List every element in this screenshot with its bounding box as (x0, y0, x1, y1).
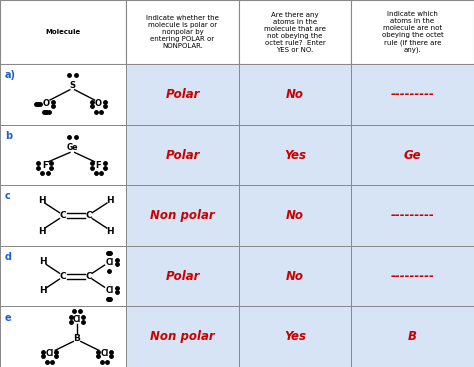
Bar (126, 246, 239, 306)
Text: Polar: Polar (165, 270, 200, 283)
Bar (239, 306, 351, 367)
Text: Polar: Polar (165, 149, 200, 161)
Text: Cl: Cl (46, 349, 54, 359)
Text: H: H (39, 286, 47, 295)
Text: B: B (73, 334, 81, 343)
Bar (351, 185, 474, 246)
Text: S: S (69, 81, 75, 90)
Text: Ge: Ge (403, 149, 421, 161)
Bar (239, 125, 351, 185)
Bar (351, 0, 474, 64)
Text: F: F (96, 161, 101, 170)
Text: C: C (86, 272, 92, 281)
Text: Non polar: Non polar (150, 330, 215, 343)
Text: Non polar: Non polar (150, 209, 215, 222)
Bar (0, 125, 126, 185)
Bar (0, 246, 126, 306)
Text: No: No (286, 209, 304, 222)
Text: a): a) (5, 70, 16, 80)
Text: c: c (5, 192, 10, 201)
Text: Indicate whether the
molecule is polar or
nonpolar by
entering POLAR or
NONPOLAR: Indicate whether the molecule is polar o… (146, 15, 219, 49)
Bar (351, 306, 474, 367)
Text: O: O (43, 99, 50, 108)
Text: F: F (42, 161, 47, 170)
Text: C: C (60, 272, 66, 281)
Text: ---------: --------- (391, 270, 434, 283)
Text: b: b (5, 131, 12, 141)
Bar (239, 246, 351, 306)
Bar (126, 185, 239, 246)
Text: Cl: Cl (105, 286, 113, 295)
Text: C: C (86, 211, 92, 220)
Text: O: O (95, 99, 102, 108)
Text: Cl: Cl (100, 349, 109, 359)
Text: No: No (286, 270, 304, 283)
Text: Ge: Ge (66, 143, 78, 152)
Bar (0, 0, 126, 64)
Bar (126, 306, 239, 367)
Text: H: H (37, 196, 46, 205)
Text: Cl: Cl (73, 315, 81, 324)
Bar (126, 125, 239, 185)
Text: Cl: Cl (105, 258, 113, 267)
Text: Indicate which
atoms in the
molecule are not
obeying the octet
rule (if there ar: Indicate which atoms in the molecule are… (382, 11, 443, 53)
Bar (351, 125, 474, 185)
Text: Yes: Yes (284, 330, 306, 343)
Text: Are there any
atoms in the
molecule that are
not obeying the
octet rule?  Enter
: Are there any atoms in the molecule that… (264, 12, 326, 52)
Text: B: B (408, 330, 417, 343)
Bar (239, 64, 351, 125)
Text: ---------: --------- (391, 209, 434, 222)
Text: e: e (5, 313, 11, 323)
Bar (351, 64, 474, 125)
Text: H: H (37, 226, 46, 236)
Bar (126, 0, 239, 64)
Text: H: H (106, 226, 114, 236)
Bar (0, 185, 126, 246)
Text: H: H (106, 196, 114, 205)
Bar (0, 306, 126, 367)
Bar (351, 246, 474, 306)
Text: C: C (60, 211, 66, 220)
Text: d: d (5, 252, 12, 262)
Text: Yes: Yes (284, 149, 306, 161)
Text: No: No (286, 88, 304, 101)
Bar (239, 0, 351, 64)
Text: Molecule: Molecule (45, 29, 81, 35)
Text: H: H (39, 257, 47, 266)
Text: Polar: Polar (165, 88, 200, 101)
Bar (126, 64, 239, 125)
Text: ---------: --------- (391, 88, 434, 101)
Bar (239, 185, 351, 246)
Bar (0, 64, 126, 125)
